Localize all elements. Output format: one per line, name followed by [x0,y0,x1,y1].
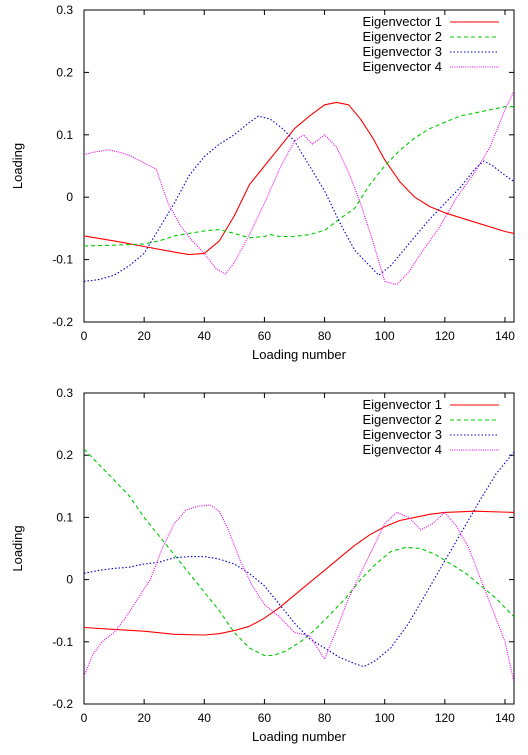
series-line-eigenvector-3 [84,451,514,668]
x-tick-label: 80 [318,711,332,725]
series-line-eigenvector-2 [84,448,514,657]
x-tick-label: 100 [375,711,395,725]
legend-label-eigenvector-4: Eigenvector 4 [363,442,443,457]
x-tick-label: 20 [137,329,151,343]
y-tick-label: 0.3 [56,386,73,400]
y-tick-label: 0.2 [56,448,73,462]
y-tick-label: -0.2 [52,697,73,711]
x-tick-label: 140 [495,329,515,343]
x-tick-label: 80 [318,329,332,343]
chart-1: 0 20 40 60 80 100 120 140 -0.2 -0.1 0 0.1 0.2 0.3 Load… [10,3,515,362]
legend-label-eigenvector-2: Eigenvector 2 [363,412,443,427]
y-axis-label: Loading [10,525,25,571]
y-tick-label: 0.1 [56,510,73,524]
y-tick-label: -0.1 [52,253,73,267]
x-tick-label: 120 [435,329,455,343]
plot-frame [83,392,515,705]
chart-2: 0 20 40 60 80 100 120 140 -0.2 -0.1 0 0.1 0.2 0.3 Load… [10,386,515,744]
y-tick-label: 0 [66,190,73,204]
y-tick-label: 0.1 [56,128,73,142]
legend-label-eigenvector-3: Eigenvector 3 [363,427,443,442]
y-tick-label: 0 [66,573,73,587]
x-tick-label: 140 [495,711,515,725]
series-line-eigenvector-2 [84,106,514,247]
y-tick-label: -0.1 [52,635,73,649]
y-axis-label: Loading [10,143,25,189]
series-line-eigenvector-3 [84,115,514,282]
x-tick-label: 0 [81,711,88,725]
legend-label-eigenvector-3: Eigenvector 3 [363,44,443,59]
legend-label-eigenvector-2: Eigenvector 2 [363,29,443,44]
x-tick-label: 40 [198,711,212,725]
x-tick-label: 120 [435,711,455,725]
x-axis-label: Loading number [252,729,347,744]
series-line-eigenvector-1 [84,510,514,636]
legend-label-eigenvector-1: Eigenvector 1 [363,14,443,29]
x-tick-label: 100 [375,329,395,343]
series-line-eigenvector-1 [84,101,514,256]
legend-label-eigenvector-1: Eigenvector 1 [363,397,443,412]
x-tick-label: 60 [258,329,272,343]
x-tick-label: 60 [258,711,272,725]
y-tick-label: 0.2 [56,65,73,79]
y-tick-label: -0.2 [52,315,73,329]
plot-frame [83,9,515,323]
legend-label-eigenvector-4: Eigenvector 4 [363,59,443,74]
x-tick-label: 20 [137,711,151,725]
x-axis-label: Loading number [252,347,347,362]
x-tick-label: 40 [198,329,212,343]
y-tick-label: 0.3 [56,3,73,17]
x-tick-label: 0 [81,329,88,343]
